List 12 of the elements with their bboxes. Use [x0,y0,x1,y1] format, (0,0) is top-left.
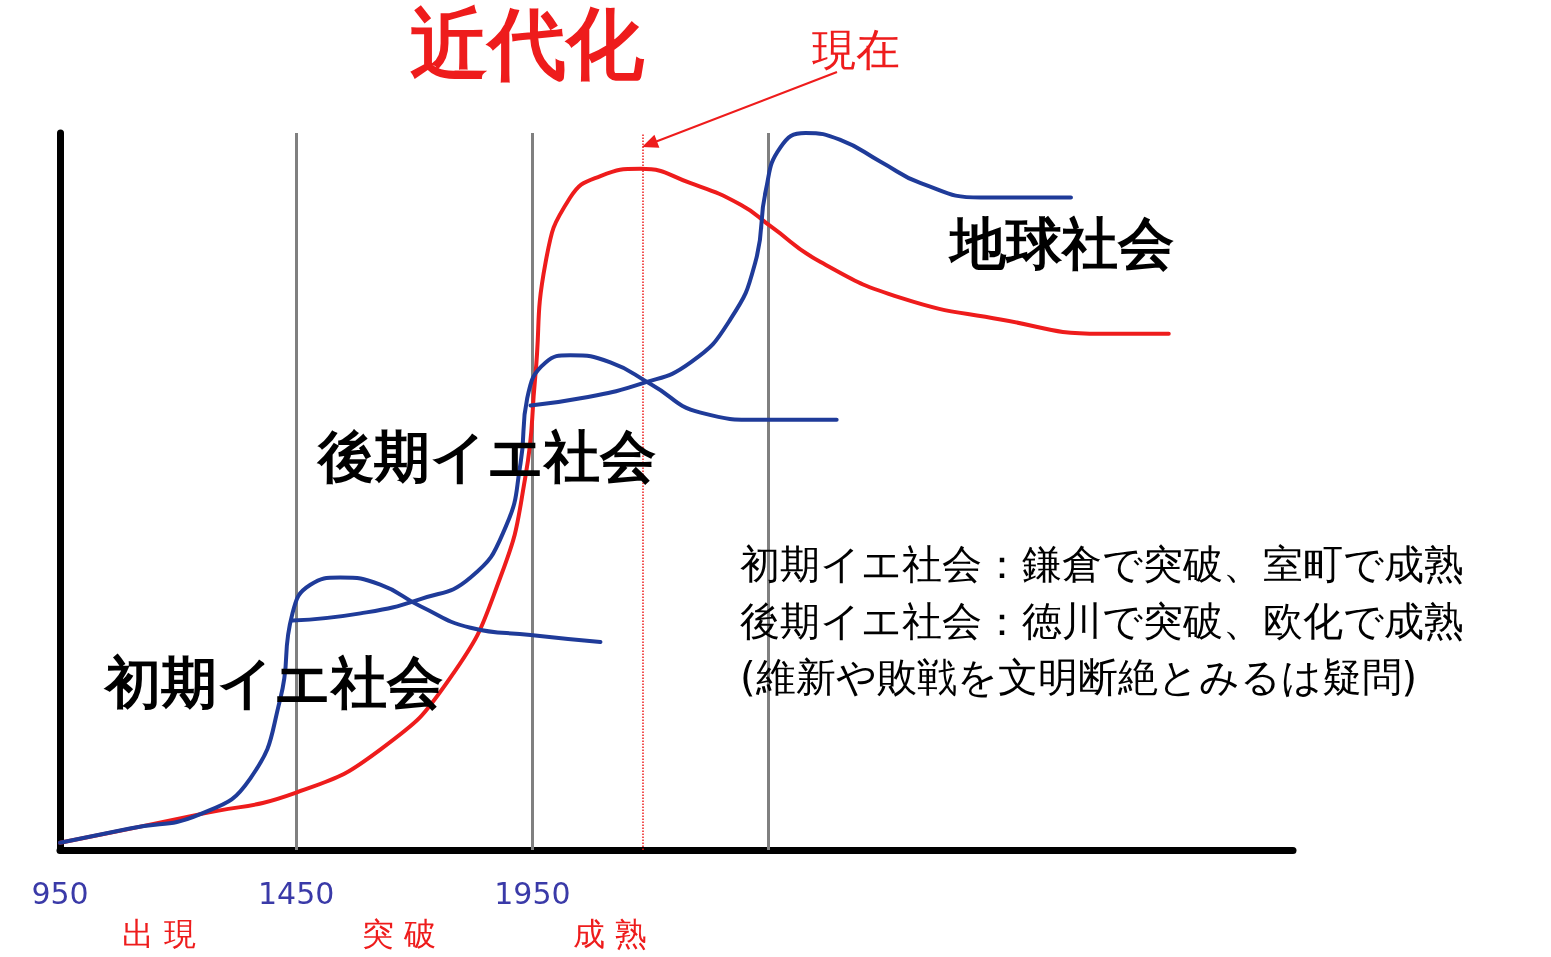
chart-title: 近代化 [410,0,645,89]
text: 突 破 [362,915,437,953]
x-tick-label: 950 [31,875,89,911]
annotation: 地球社会 [948,210,1174,276]
x-tick-label: 1450 [258,875,335,911]
annotation: 後期イエ社会：徳川で突破、欧化で成熟 [740,598,1464,644]
ref-line-label: 現在 [812,23,901,75]
annotation: 初期イエ社会：鎌倉で突破、室町で成熟 [740,541,1464,587]
text: 成 熟 [573,915,648,953]
annotation: (維新や敗戦を文明断絶とみるは疑問) [740,654,1418,700]
x-tick-label: 1950 [494,875,571,911]
text: 出 現 [122,915,197,953]
